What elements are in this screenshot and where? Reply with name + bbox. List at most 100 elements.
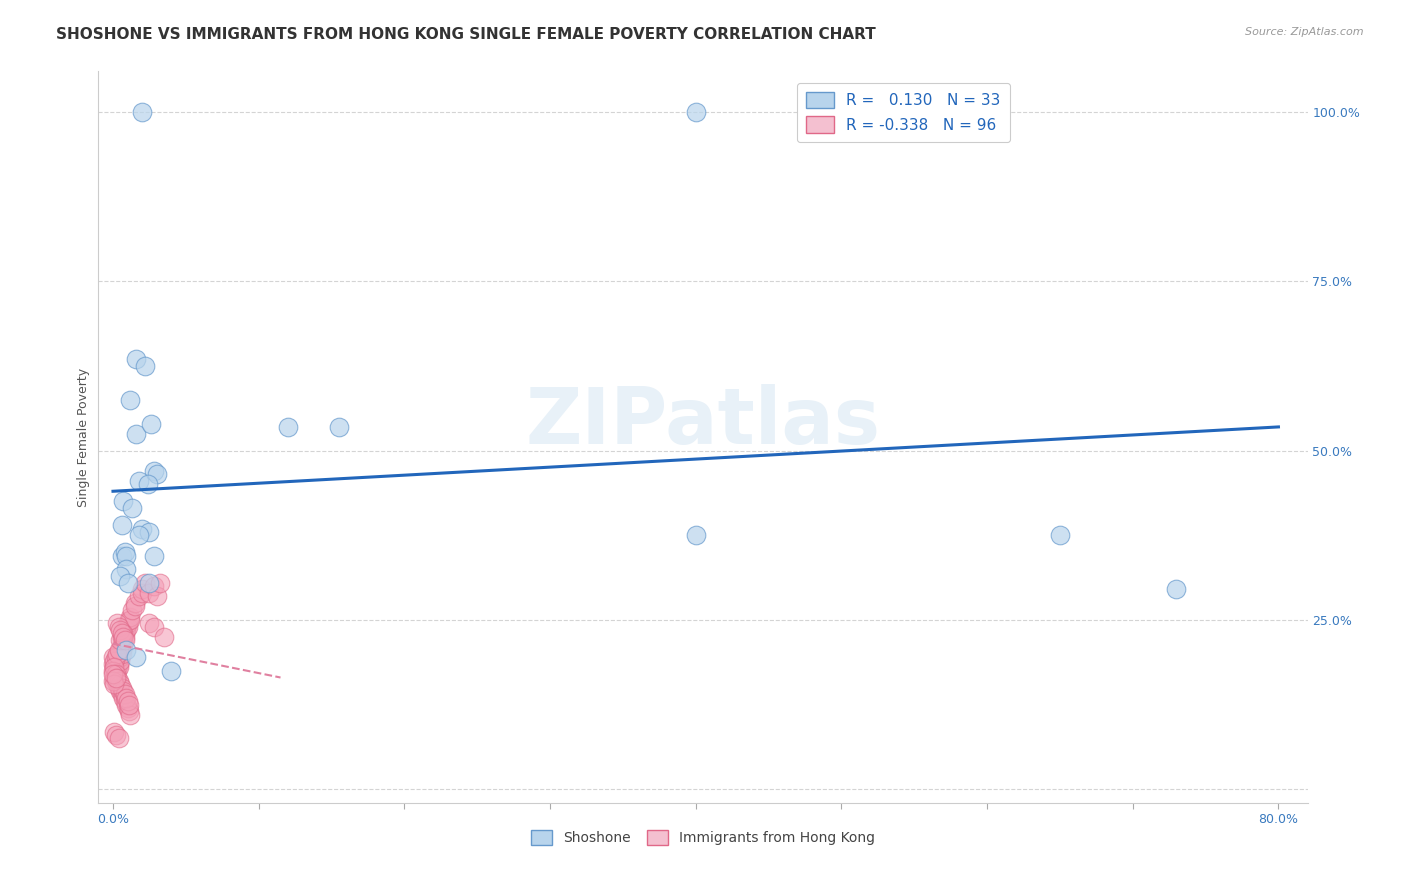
Point [117, 616, 139, 631]
Point [685, 105, 707, 120]
Point [131, 582, 153, 597]
Point [101, 650, 124, 665]
Point [110, 684, 132, 698]
Point [108, 650, 131, 665]
Point [114, 630, 136, 644]
Point [114, 633, 136, 648]
Point [111, 688, 134, 702]
Point [115, 698, 138, 712]
Point [1049, 528, 1071, 542]
Text: SHOSHONE VS IMMIGRANTS FROM HONG KONG SINGLE FEMALE POVERTY CORRELATION CHART: SHOSHONE VS IMMIGRANTS FROM HONG KONG SI… [56, 27, 876, 42]
Point [101, 673, 124, 688]
Point [111, 637, 134, 651]
Point [108, 673, 131, 688]
Point [120, 392, 142, 407]
Point [117, 620, 139, 634]
Point [104, 650, 127, 665]
Point [111, 643, 134, 657]
Point [101, 657, 124, 671]
Text: Source: ZipAtlas.com: Source: ZipAtlas.com [1246, 27, 1364, 37]
Point [111, 626, 134, 640]
Point [121, 603, 143, 617]
Point [114, 688, 136, 702]
Point [120, 707, 142, 722]
Y-axis label: Single Female Poverty: Single Female Poverty [77, 368, 90, 507]
Point [128, 528, 150, 542]
Point [103, 724, 125, 739]
Point [110, 650, 132, 665]
Point [121, 501, 143, 516]
Point [115, 549, 138, 563]
Legend: Shoshone, Immigrants from Hong Kong: Shoshone, Immigrants from Hong Kong [526, 825, 880, 851]
Point [117, 575, 139, 590]
Point [131, 105, 153, 120]
Point [110, 633, 132, 648]
Point [110, 654, 132, 668]
Point [118, 698, 141, 712]
Point [114, 694, 136, 708]
Point [110, 623, 132, 637]
Point [112, 637, 135, 651]
Point [138, 616, 160, 631]
Point [115, 643, 138, 657]
Point [142, 464, 165, 478]
Point [142, 549, 165, 563]
Point [142, 579, 165, 593]
Point [108, 643, 131, 657]
Point [120, 613, 142, 627]
Point [104, 664, 127, 678]
Point [128, 589, 150, 603]
Point [110, 677, 132, 691]
Text: ZIPatlas: ZIPatlas [526, 384, 880, 460]
Point [118, 705, 141, 719]
Point [112, 630, 135, 644]
Point [105, 616, 128, 631]
Point [149, 575, 172, 590]
Point [104, 657, 127, 671]
Point [101, 664, 124, 678]
Point [138, 524, 160, 539]
Point [108, 731, 131, 746]
Point [112, 640, 135, 654]
Point [103, 677, 125, 691]
Point [103, 660, 125, 674]
Point [120, 609, 142, 624]
Point [142, 620, 165, 634]
Point [128, 474, 150, 488]
Point [110, 569, 132, 583]
Point [111, 630, 134, 644]
Point [104, 660, 127, 674]
Point [108, 654, 131, 668]
Point [145, 467, 167, 482]
Point [105, 654, 128, 668]
Point [111, 681, 134, 695]
Point [138, 575, 160, 590]
Point [105, 664, 128, 678]
Point [110, 643, 132, 657]
Point [103, 671, 125, 685]
Point [108, 620, 131, 634]
Point [685, 528, 707, 542]
Point [103, 654, 125, 668]
Point [111, 518, 134, 533]
Point [134, 575, 156, 590]
Point [145, 589, 167, 603]
Point [139, 417, 162, 431]
Point [124, 599, 146, 614]
Point [136, 477, 159, 491]
Point [112, 630, 135, 644]
Point [125, 426, 148, 441]
Point [105, 647, 128, 661]
Point [108, 681, 131, 695]
Point [112, 684, 135, 698]
Point [111, 647, 134, 661]
Point [160, 664, 183, 678]
Point [124, 596, 146, 610]
Point [131, 586, 153, 600]
Point [105, 671, 128, 685]
Point [105, 657, 128, 671]
Point [153, 630, 176, 644]
Point [115, 620, 138, 634]
Point [118, 613, 141, 627]
Point [125, 650, 148, 665]
